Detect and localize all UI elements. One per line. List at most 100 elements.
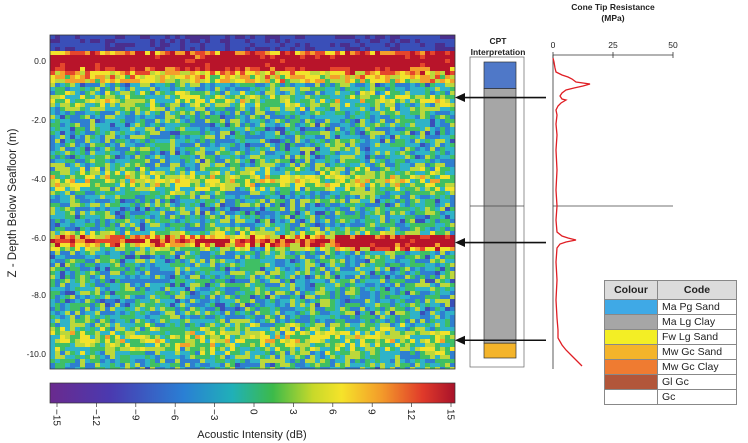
seismic-cell <box>390 187 396 192</box>
seismic-cell <box>375 111 381 116</box>
seismic-cell <box>300 195 306 200</box>
seismic-cell <box>240 123 246 128</box>
seismic-cell <box>420 227 426 232</box>
seismic-cell <box>240 175 246 180</box>
seismic-cell <box>310 163 316 168</box>
seismic-cell <box>350 151 356 156</box>
seismic-cell <box>280 147 286 152</box>
seismic-cell <box>205 103 211 108</box>
seismic-cell <box>250 167 256 172</box>
seismic-cell <box>180 59 186 64</box>
seismic-cell <box>445 67 451 72</box>
seismic-cell <box>240 59 246 64</box>
seismic-cell <box>435 183 441 188</box>
seismic-cell <box>450 151 455 156</box>
seismic-cell <box>415 95 421 100</box>
seismic-cell <box>395 95 401 100</box>
seismic-cell <box>205 95 211 100</box>
seismic-cell <box>400 35 406 40</box>
seismic-cell <box>170 227 176 232</box>
seismic-cell <box>155 127 161 132</box>
seismic-cell <box>60 79 66 84</box>
seismic-cell <box>215 219 221 224</box>
seismic-cell <box>215 211 221 216</box>
seismic-cell <box>75 63 81 68</box>
seismic-cell <box>95 263 101 268</box>
seismic-cell <box>240 167 246 172</box>
seismic-cell <box>185 155 191 160</box>
seismic-cell <box>185 91 191 96</box>
seismic-cell <box>290 271 296 276</box>
seismic-cell <box>375 143 381 148</box>
seismic-cell <box>340 127 346 132</box>
seismic-cell <box>95 135 101 140</box>
seismic-cell <box>170 219 176 224</box>
seismic-cell <box>195 267 201 272</box>
seismic-cell <box>390 39 396 44</box>
seismic-cell <box>205 159 211 164</box>
seismic-cell <box>95 111 101 116</box>
seismic-cell <box>330 159 336 164</box>
seismic-cell <box>215 143 221 148</box>
seismic-cell <box>450 243 455 248</box>
seismic-cell <box>240 55 246 60</box>
seismic-cell <box>155 159 161 164</box>
seismic-cell <box>190 179 196 184</box>
seismic-cell <box>310 251 316 256</box>
seismic-cell <box>160 199 166 204</box>
seismic-cell <box>345 187 351 192</box>
seismic-cell <box>300 67 306 72</box>
seismic-cell <box>260 267 266 272</box>
seismic-cell <box>220 67 226 72</box>
seismic-cell <box>180 163 186 168</box>
seismic-cell <box>215 159 221 164</box>
seismic-cell <box>290 251 296 256</box>
seismic-cell <box>340 59 346 64</box>
seismic-cell <box>100 279 106 284</box>
seismic-cell <box>285 219 291 224</box>
seismic-cell <box>240 159 246 164</box>
seismic-cell <box>315 131 321 136</box>
seismic-cell <box>430 47 436 52</box>
seismic-cell <box>60 39 66 44</box>
seismic-cell <box>60 63 66 68</box>
seismic-cell <box>175 223 181 228</box>
seismic-cell <box>410 187 416 192</box>
seismic-cell <box>335 231 341 236</box>
seismic-cell <box>335 235 341 240</box>
seismic-cell <box>195 187 201 192</box>
seismic-cell <box>135 215 141 220</box>
seismic-cell <box>205 183 211 188</box>
seismic-cell <box>355 107 361 112</box>
seismic-cell <box>420 191 426 196</box>
seismic-cell <box>355 199 361 204</box>
seismic-cell <box>235 43 241 48</box>
seismic-cell <box>65 131 71 136</box>
seismic-cell <box>215 179 221 184</box>
seismic-cell <box>100 223 106 228</box>
seismic-cell <box>225 199 231 204</box>
seismic-cell <box>385 207 391 212</box>
seismic-cell <box>60 219 66 224</box>
seismic-cell <box>60 115 66 120</box>
seismic-cell <box>360 255 366 260</box>
seismic-cell <box>215 235 221 240</box>
seismic-cell <box>105 171 111 176</box>
seismic-cell <box>415 63 421 68</box>
seismic-cell <box>195 123 201 128</box>
seismic-cell <box>340 239 346 244</box>
seismic-cell <box>280 247 286 252</box>
seismic-cell <box>445 171 451 176</box>
seismic-cell <box>70 103 76 108</box>
seismic-cell <box>90 155 96 160</box>
seismic-cell <box>330 239 336 244</box>
seismic-cell <box>225 47 231 52</box>
seismic-cell <box>255 79 261 84</box>
seismic-cell <box>450 187 455 192</box>
seismic-cell <box>310 219 316 224</box>
seismic-cell <box>360 243 366 248</box>
seismic-cell <box>225 175 231 180</box>
seismic-cell <box>105 267 111 272</box>
seismic-cell <box>385 91 391 96</box>
seismic-cell <box>75 231 81 236</box>
